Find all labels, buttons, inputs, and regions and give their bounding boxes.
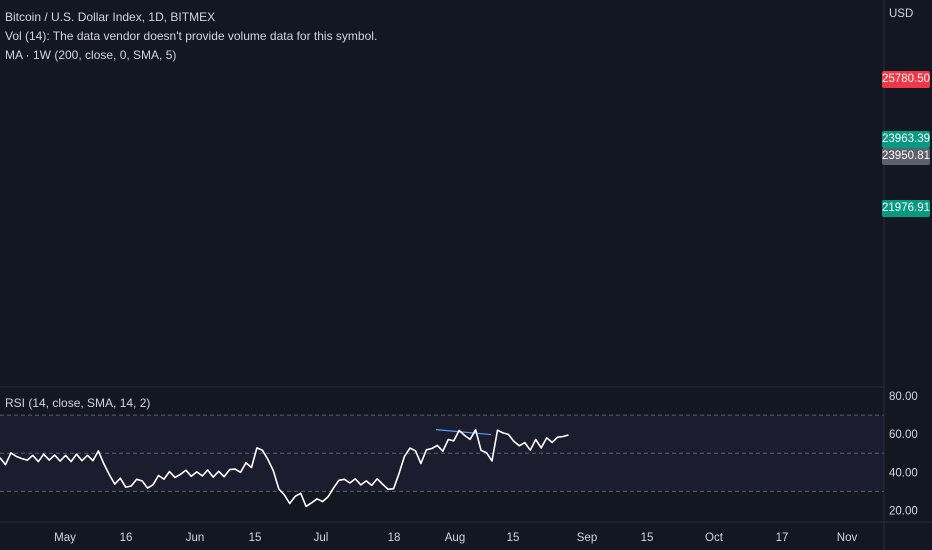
take-profit-price-tag: 21976.91 xyxy=(882,200,930,217)
rsi-series[interactable] xyxy=(0,428,569,508)
stop-loss-price-tag: 25780.50 xyxy=(882,71,930,88)
time-tick-label: Sep xyxy=(577,532,597,544)
time-tick-label: 17 xyxy=(776,532,789,544)
rsi-trend-line[interactable] xyxy=(435,429,492,436)
time-tick-label: 15 xyxy=(507,532,520,544)
rsi-pane xyxy=(0,414,884,492)
time-tick-label: 18 xyxy=(388,532,401,544)
symbol-title[interactable]: Bitcoin / U.S. Dollar Index, 1D, BITMEX xyxy=(5,10,216,24)
time-axis[interactable]: May 16 Jun 15 Jul 18 Aug 15 Sep 15 Oct 17 Nov xyxy=(54,532,857,544)
time-tick-label: 15 xyxy=(249,532,262,544)
chart-legend[interactable]: Bitcoin / U.S. Dollar Index, 1D, BITMEX … xyxy=(5,8,377,65)
rsi-tick-label: 20.00 xyxy=(889,505,918,517)
ma-legend[interactable]: MA · 1W (200, close, 0, SMA, 5) xyxy=(5,48,177,62)
currency-label: USD xyxy=(889,8,913,20)
entry-price-tag: 23963.39 xyxy=(882,131,930,148)
time-tick-label: 16 xyxy=(120,532,133,544)
rsi-axis[interactable]: 80.00 60.00 40.00 20.00 xyxy=(889,391,918,517)
time-tick-label: Oct xyxy=(705,532,724,544)
time-tick-label: 15 xyxy=(641,532,654,544)
last-price-tag: 23950.81 xyxy=(882,148,930,165)
time-tick-label: Nov xyxy=(837,532,858,544)
trend-lines[interactable] xyxy=(435,0,492,436)
volume-legend[interactable]: Vol (14): The data vendor doesn't provid… xyxy=(5,29,378,43)
time-tick-label: Jun xyxy=(186,532,205,544)
time-tick-label: Jul xyxy=(314,532,329,544)
rsi-legend[interactable]: RSI (14, close, SMA, 14, 2) xyxy=(5,396,151,410)
time-tick-label: May xyxy=(54,532,76,544)
rsi-tick-label: 60.00 xyxy=(889,429,918,441)
rsi-line[interactable] xyxy=(0,428,569,508)
time-tick-label: Aug xyxy=(445,532,465,544)
rsi-tick-label: 80.00 xyxy=(889,391,918,403)
rsi-tick-label: 40.00 xyxy=(889,467,918,479)
